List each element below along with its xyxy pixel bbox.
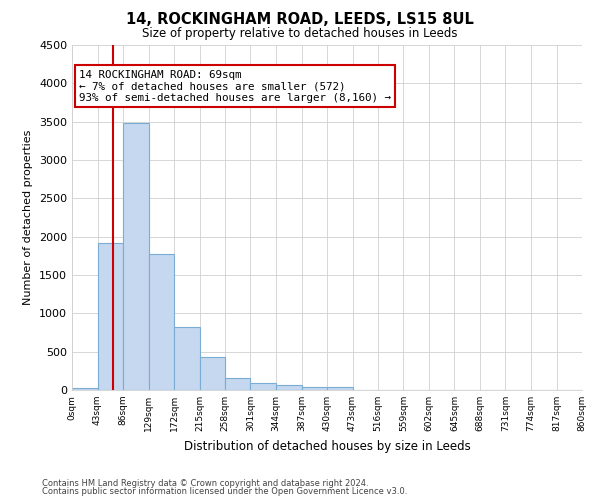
Bar (174, 327, 199, 390)
X-axis label: Distribution of detached houses by size in Leeds: Distribution of detached houses by size … (184, 440, 470, 452)
Y-axis label: Number of detached properties: Number of detached properties (23, 130, 34, 305)
Bar (123, 123, 149, 390)
Bar (199, 357, 225, 390)
Text: 14 ROCKINGHAM ROAD: 69sqm
← 7% of detached houses are smaller (572)
93% of semi-: 14 ROCKINGHAM ROAD: 69sqm ← 7% of detach… (79, 70, 391, 102)
Bar (97, 243, 123, 390)
Text: Contains HM Land Registry data © Crown copyright and database right 2024.: Contains HM Land Registry data © Crown c… (42, 478, 368, 488)
Bar (327, 387, 353, 390)
Bar (225, 378, 251, 390)
Text: 14, ROCKINGHAM ROAD, LEEDS, LS15 8UL: 14, ROCKINGHAM ROAD, LEEDS, LS15 8UL (126, 12, 474, 28)
Bar (302, 386, 327, 390)
Bar (149, 254, 174, 390)
Bar (251, 382, 276, 390)
Bar (72, 388, 97, 390)
Text: Contains public sector information licensed under the Open Government Licence v3: Contains public sector information licen… (42, 487, 407, 496)
Text: Size of property relative to detached houses in Leeds: Size of property relative to detached ho… (142, 28, 458, 40)
Bar (276, 386, 302, 390)
